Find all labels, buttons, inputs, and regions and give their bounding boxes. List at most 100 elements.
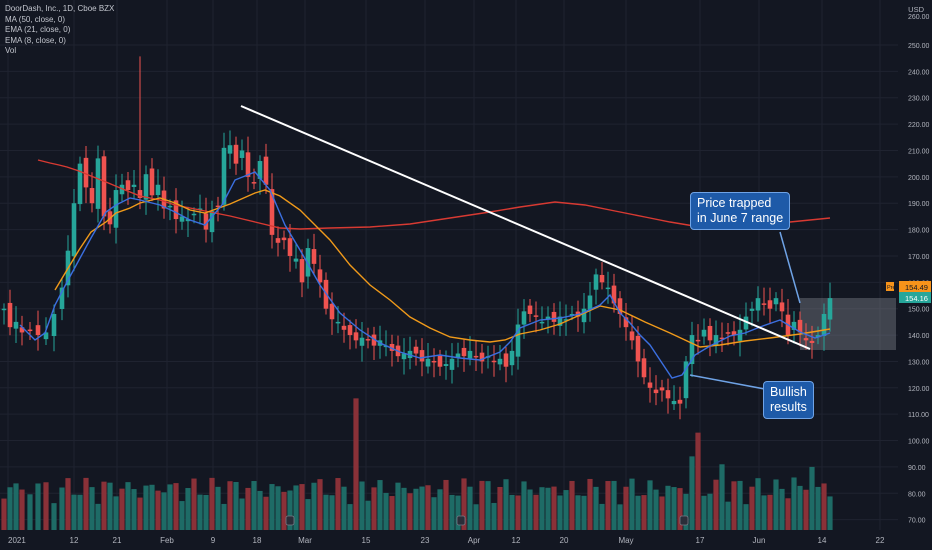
volume-bar xyxy=(419,486,425,530)
volume-bar xyxy=(527,489,533,530)
legend-vol[interactable]: Vol xyxy=(5,46,17,55)
candle-body xyxy=(137,190,143,198)
candle-body xyxy=(467,350,473,359)
candle-body xyxy=(413,346,419,354)
legend-ma50[interactable]: MA (50, close, 0) xyxy=(5,14,66,24)
candle-body xyxy=(671,400,677,405)
candle-body xyxy=(803,338,809,341)
volume-bar xyxy=(485,481,491,530)
candle-body xyxy=(179,216,185,222)
candle-body xyxy=(335,321,341,324)
price-tag-last-text: 154.16 xyxy=(905,294,928,303)
candle-body xyxy=(257,161,263,179)
candle-body xyxy=(497,358,503,365)
volume-bar xyxy=(803,489,809,530)
candle-body xyxy=(533,315,539,317)
volume-bar xyxy=(317,479,323,530)
y-tick-label: 180.00 xyxy=(908,228,930,235)
candle-body xyxy=(329,303,335,320)
volume-bar xyxy=(173,483,179,530)
volume-bar xyxy=(401,487,407,530)
candle-body xyxy=(827,298,833,320)
candle-body xyxy=(113,190,119,228)
candle-body xyxy=(365,339,371,341)
volume-bar xyxy=(539,487,545,530)
volume-bar xyxy=(245,487,251,530)
candle-body xyxy=(527,305,533,314)
volume-bar xyxy=(467,486,473,530)
currency-label: USD xyxy=(908,5,924,14)
volume-bar xyxy=(461,478,467,530)
volume-bar xyxy=(443,479,449,530)
legend-ema21[interactable]: EMA (21, close, 0) xyxy=(5,25,71,34)
volume-bar xyxy=(695,432,701,530)
candle-body xyxy=(305,248,311,277)
candle-body xyxy=(551,311,557,322)
candle-body xyxy=(683,361,689,399)
volume-bar xyxy=(551,486,557,530)
volume-bar xyxy=(43,482,49,530)
volume-bar xyxy=(13,483,19,530)
y-tick-label: 150.00 xyxy=(908,307,930,314)
earnings-marker xyxy=(679,515,689,526)
candle-body xyxy=(275,238,281,243)
candle-body xyxy=(791,321,797,330)
candle-body xyxy=(353,332,359,341)
volume-bar xyxy=(101,481,107,530)
callout-bullish-results: Bullish results xyxy=(763,381,814,419)
volume-bar xyxy=(83,477,89,530)
price-tag-pre-text: 154.49 xyxy=(905,283,928,292)
candle-body xyxy=(629,331,635,341)
volume-bar xyxy=(665,485,671,530)
callout-bullish-results-line2: results xyxy=(770,400,807,414)
callout-bullish-results-line1: Bullish xyxy=(770,385,807,399)
candle-body xyxy=(341,325,347,330)
volume-bar xyxy=(71,494,77,530)
volume-bar xyxy=(329,495,335,530)
candle-body xyxy=(1,308,7,311)
volume-bar xyxy=(257,490,263,530)
candle-body xyxy=(605,287,611,290)
x-tick-label: Apr xyxy=(468,536,481,545)
candle-body xyxy=(95,158,101,209)
volume-bar xyxy=(563,490,569,530)
candle-body xyxy=(767,300,773,309)
callout-price-trapped-line2: in June 7 range xyxy=(697,211,784,225)
candle-body xyxy=(665,390,671,399)
volume-bar xyxy=(365,500,371,530)
candle-body xyxy=(149,168,155,196)
volume-bar xyxy=(473,504,479,530)
volume-bar xyxy=(479,480,485,530)
candle-body xyxy=(695,339,701,342)
y-tick-label: 190.00 xyxy=(908,201,930,208)
candle-body xyxy=(43,332,49,340)
candle-body xyxy=(35,325,41,336)
volume-bar xyxy=(7,487,13,530)
volume-bar xyxy=(587,478,593,530)
candle-body xyxy=(233,144,239,164)
candle-body xyxy=(221,147,227,205)
x-tick-label: 2021 xyxy=(8,536,26,545)
volume-bar xyxy=(683,493,689,530)
candle-body xyxy=(371,334,377,346)
candle-body xyxy=(311,249,317,264)
legend-symbol[interactable]: DoorDash, Inc., 1D, Cboe BZX xyxy=(5,4,115,13)
legend-ema8[interactable]: EMA (8, close, 0) xyxy=(5,35,66,45)
volume-bar xyxy=(515,495,521,530)
volume-bar xyxy=(569,480,575,530)
candle-body xyxy=(191,213,197,216)
x-tick-label: 22 xyxy=(876,536,885,545)
y-tick-label: 80.00 xyxy=(908,491,926,498)
candle-body xyxy=(293,258,299,262)
candle-body xyxy=(503,353,509,367)
volume-bar xyxy=(19,489,25,530)
volume-bar xyxy=(785,498,791,530)
candle-body xyxy=(635,335,641,362)
y-tick-label: 240.00 xyxy=(908,69,930,76)
candle-body xyxy=(131,184,137,187)
chart-legend: DoorDash, Inc., 1D, Cboe BZX MA (50, clo… xyxy=(5,4,114,57)
candle-body xyxy=(125,180,131,191)
volume-bar xyxy=(779,488,785,530)
volume-bar xyxy=(113,496,119,530)
